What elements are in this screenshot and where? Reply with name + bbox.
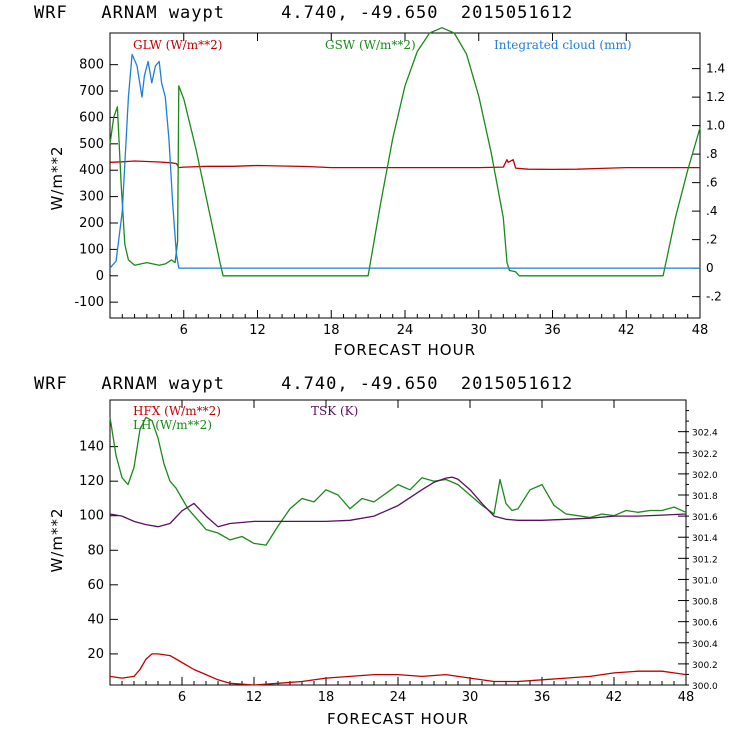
top-ytick-label: 500 xyxy=(79,137,104,152)
bottom-xtick-label: 30 xyxy=(462,690,479,705)
top-legend-1: GLW (W/m**2) xyxy=(133,38,222,52)
bottom-y2tick-label: 300.8 xyxy=(692,598,718,608)
bottom-ytick-label: 80 xyxy=(87,543,104,558)
top-ytick-label: 700 xyxy=(79,84,104,99)
top-xtick-label: 30 xyxy=(470,323,487,338)
top-xtick-label: 42 xyxy=(618,323,635,338)
top-series-2-line xyxy=(109,27,701,277)
top-xtick-label: 36 xyxy=(544,323,561,338)
bottom-xtick-label: 42 xyxy=(606,690,623,705)
bottom-y2tick-label: 300.4 xyxy=(692,640,718,650)
bottom-y2tick-label: 301.4 xyxy=(692,534,718,544)
top-ytick-label: -100 xyxy=(74,295,104,310)
bottom-y2tick-label: 301.6 xyxy=(692,513,718,523)
bottom-xtick-label: 6 xyxy=(178,690,186,705)
bottom-y2tick-label: 301.8 xyxy=(692,492,718,502)
top-ytick-label: 800 xyxy=(79,58,104,73)
top-legend-3: Integrated cloud (mm) xyxy=(494,38,632,52)
top-series-1-line xyxy=(109,159,700,171)
bottom-ytick-label: 20 xyxy=(87,647,104,662)
top-ytick-label: 100 xyxy=(79,242,104,257)
top-xtick-label: 6 xyxy=(180,323,188,338)
bottom-ytick-label: 40 xyxy=(87,612,104,627)
top-xtick-label: 48 xyxy=(692,323,709,338)
top-xtick-label: 24 xyxy=(397,323,414,338)
top-chart-title: WRF ARNAM waypt 4.740, -49.650 201505161… xyxy=(34,3,574,23)
bottom-xtick-label: 18 xyxy=(318,690,335,705)
top-y2tick-label: 1.0 xyxy=(706,119,725,133)
bottom-ytick-label: 120 xyxy=(79,474,104,489)
top-ytick-label: 400 xyxy=(79,163,104,178)
bottom-y2tick-label: 300.6 xyxy=(692,619,718,629)
bottom-legend-1: HFX (W/m**2) xyxy=(133,404,221,418)
bottom-ytick-label: 140 xyxy=(79,440,104,455)
bottom-xaxis-label: FORECAST HOUR xyxy=(327,710,469,728)
top-y2tick-label: 1.2 xyxy=(706,90,725,104)
top-yaxis-label: W/m**2 xyxy=(48,145,66,210)
bottom-ytick-label: 100 xyxy=(79,509,104,524)
bottom-series-1-line xyxy=(109,653,687,686)
bottom-xtick-label: 48 xyxy=(678,690,695,705)
bottom-y2tick-label: 302.4 xyxy=(692,429,718,439)
top-ytick-label: 0 xyxy=(96,269,104,284)
top-ytick-label: 600 xyxy=(79,110,104,125)
top-series-3-line xyxy=(109,53,700,269)
top-xtick-label: 12 xyxy=(249,323,266,338)
top-y2tick-label: .6 xyxy=(706,176,717,190)
top-legend-2: GSW (W/m**2) xyxy=(325,38,416,52)
top-y2tick-label: .8 xyxy=(706,147,717,161)
bottom-y2tick-label: 302.2 xyxy=(692,450,718,460)
bottom-y2tick-label: 300.2 xyxy=(692,661,718,671)
bottom-yaxis-label: W/m**2 xyxy=(48,507,66,572)
bottom-xtick-label: 12 xyxy=(246,690,263,705)
top-y2tick-label: .4 xyxy=(706,204,717,218)
bottom-xtick-label: 24 xyxy=(390,690,407,705)
top-ytick-label: 300 xyxy=(79,190,104,205)
bottom-ytick-label: 60 xyxy=(87,578,104,593)
top-y2tick-label: .2 xyxy=(706,233,717,247)
bottom-series-3-line xyxy=(109,476,687,528)
top-xaxis-label: FORECAST HOUR xyxy=(334,341,476,359)
top-y2tick-label: -.2 xyxy=(706,290,722,304)
bottom-chart-title: WRF ARNAM waypt 4.740, -49.650 201505161… xyxy=(34,374,574,394)
bottom-y2tick-label: 301.0 xyxy=(692,576,718,586)
top-y2tick-label: 0 xyxy=(706,261,714,275)
bottom-xtick-label: 36 xyxy=(534,690,551,705)
bottom-y2tick-label: 300.0 xyxy=(692,682,718,692)
bottom-y2tick-label: 302.0 xyxy=(692,471,718,481)
bottom-series-2-line xyxy=(109,416,687,546)
bottom-legend-3: TSK (K) xyxy=(311,404,358,418)
top-ytick-label: 200 xyxy=(79,216,104,231)
top-y2tick-label: 1.4 xyxy=(706,62,725,76)
top-xtick-label: 18 xyxy=(323,323,340,338)
bottom-y2tick-label: 301.2 xyxy=(692,555,718,565)
bottom-plot-frame xyxy=(109,399,687,686)
